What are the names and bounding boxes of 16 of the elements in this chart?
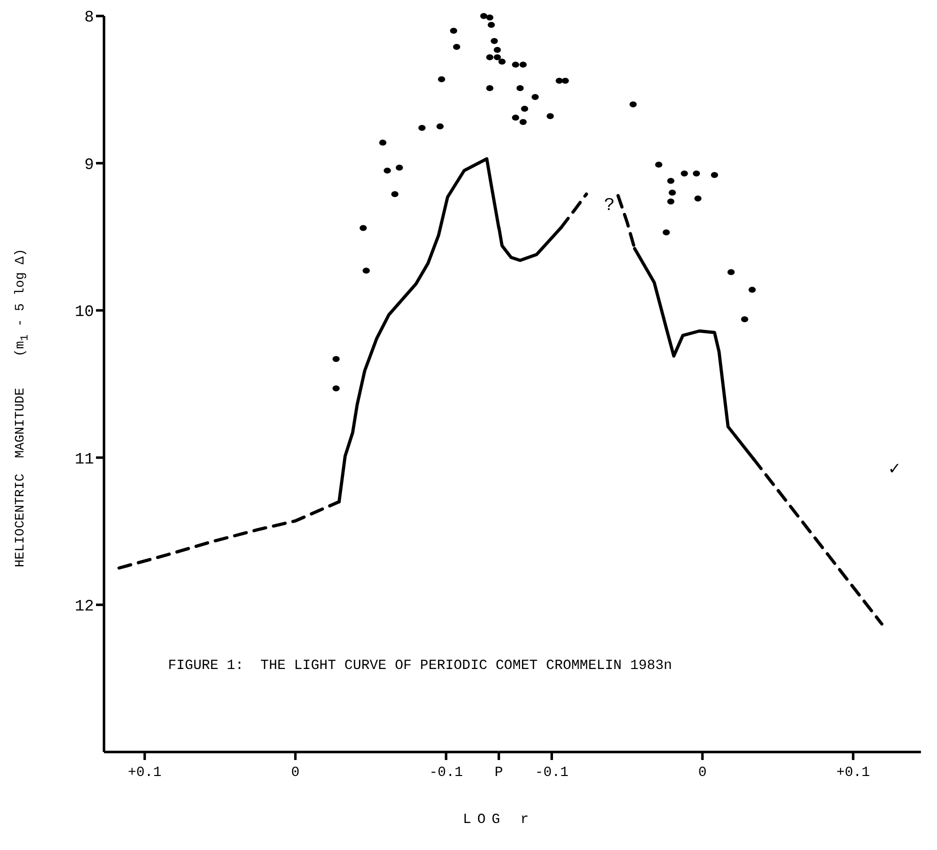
x-tick-label: 0 bbox=[291, 764, 300, 781]
y-tick-label: 8 bbox=[84, 8, 94, 27]
y-tick-label: 10 bbox=[74, 303, 94, 322]
x-tick-label: -0.1 bbox=[534, 764, 568, 781]
annotation: ✓ bbox=[889, 459, 900, 480]
annotation: FIGURE 1: THE LIGHT CURVE OF PERIODIC COMET CROMMELIN 1983n bbox=[168, 658, 672, 674]
x-tick-label: +0.1 bbox=[128, 764, 162, 781]
y-tick-label: 9 bbox=[84, 156, 94, 174]
annotation: ? bbox=[604, 196, 615, 216]
y-tick-label: 11 bbox=[74, 450, 94, 468]
x-tick-label: -0.1 bbox=[429, 764, 463, 781]
x-tick-label: +0.1 bbox=[836, 764, 870, 781]
x-tick-label: P bbox=[494, 764, 504, 781]
x-axis-title: LOG r bbox=[462, 812, 535, 828]
x-tick-label: 0 bbox=[698, 764, 706, 781]
y-tick-label: 12 bbox=[74, 597, 94, 616]
